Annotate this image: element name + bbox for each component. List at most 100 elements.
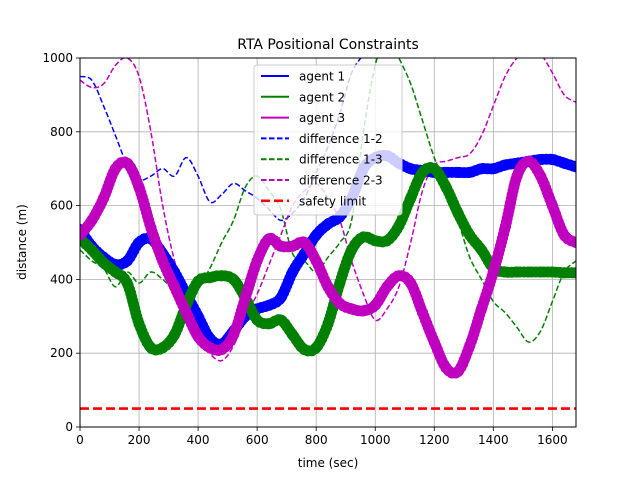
data-point-agent-3: [169, 281, 180, 293]
data-point-agent-1: [546, 154, 558, 165]
legend-label: difference 2-3: [299, 174, 383, 188]
data-point-agent-3: [440, 362, 452, 374]
y-tick-label: 1000: [42, 51, 73, 65]
data-point-agent-2: [405, 192, 417, 204]
data-point-agent-3: [275, 240, 287, 252]
data-point-agent-3: [499, 222, 511, 234]
data-point-agent-1: [287, 266, 299, 278]
data-point-agent-2: [121, 277, 133, 289]
data-point-agent-3: [180, 307, 192, 319]
data-point-agent-2: [263, 318, 275, 330]
data-point-agent-3: [535, 170, 547, 182]
data-point-agent-3: [109, 163, 121, 175]
data-point-agent-2: [157, 342, 169, 354]
data-point-agent-3: [452, 366, 464, 378]
data-point-agent-2: [298, 344, 310, 355]
data-point-agent-3: [487, 266, 499, 278]
data-point-agent-2: [334, 277, 346, 289]
axis-ticks: 0 200 400 600 800 1000 1200 1400 1600 0 200 400 600 8…: [42, 51, 567, 447]
y-tick-label: 400: [50, 272, 73, 286]
x-tick-label: 800: [305, 433, 328, 447]
data-point-agent-2: [523, 266, 535, 278]
data-point-agent-3: [228, 329, 239, 341]
data-point-agent-1: [476, 163, 487, 175]
x-tick-label: 400: [187, 433, 210, 447]
data-point-agent-2: [346, 244, 358, 256]
data-point-agent-1: [263, 299, 275, 311]
data-point-agent-3: [405, 277, 417, 289]
legend-label: agent 2: [299, 90, 345, 104]
series-line-difference-1-3: [80, 58, 576, 343]
x-tick-label: 200: [128, 433, 151, 447]
data-point-agent-1: [275, 292, 287, 304]
data-point-agent-2: [440, 181, 452, 193]
legend-box: [253, 64, 403, 216]
data-point-agent-3: [369, 299, 381, 311]
data-point-agent-3: [263, 233, 275, 245]
data-point-agent-2: [145, 342, 157, 354]
data-point-agent-2: [511, 266, 523, 278]
data-point-agent-1: [487, 163, 499, 175]
data-point-agent-1: [452, 166, 464, 178]
data-point-agent-1: [121, 255, 133, 267]
data-point-agent-3: [192, 331, 204, 343]
legend-label: safety limit: [299, 194, 367, 208]
data-point-agent-2: [499, 266, 511, 278]
y-tick-label: 200: [50, 346, 73, 360]
data-point-agent-3: [157, 255, 169, 267]
data-point-agent-2: [570, 267, 576, 279]
data-point-agent-3: [464, 340, 476, 352]
data-point-agent-1: [405, 163, 417, 175]
data-point-agent-2: [133, 318, 145, 330]
data-point-agent-2: [381, 235, 393, 247]
data-point-agent-3: [511, 170, 523, 182]
y-tick-label: 600: [50, 199, 73, 213]
data-point-agent-2: [310, 342, 322, 354]
data-point-agent-2: [357, 231, 369, 243]
data-point-agent-3: [204, 342, 216, 354]
data-point-agent-2: [287, 329, 299, 341]
plot-frame: [79, 57, 577, 428]
data-point-agent-2: [369, 235, 381, 247]
data-point-agent-3: [216, 344, 228, 355]
x-tick-label: 1400: [478, 433, 509, 447]
data-point-agent-3: [334, 297, 346, 309]
data-point-agent-2: [204, 272, 216, 284]
data-point-agent-2: [192, 275, 204, 287]
x-tick-label: 1000: [360, 433, 391, 447]
data-point-agent-3: [570, 237, 576, 248]
data-point-agent-3: [346, 303, 358, 315]
data-point-agent-3: [381, 281, 393, 293]
data-point-agent-2: [558, 267, 570, 279]
data-point-agent-3: [86, 214, 98, 226]
data-point-agent-1: [499, 159, 511, 171]
data-point-agent-1: [192, 310, 204, 322]
data-point-agent-1: [310, 229, 322, 241]
data-point-agent-1: [570, 161, 576, 173]
data-point-agent-2: [169, 329, 180, 341]
x-axis-label: time (sec): [298, 456, 359, 470]
data-point-agent-3: [523, 155, 535, 167]
data-point-agent-3: [357, 305, 369, 317]
data-point-agent-2: [452, 207, 464, 219]
data-point-agent-2: [98, 257, 110, 269]
data-point-agent-3: [98, 192, 110, 204]
x-tick-label: 0: [76, 433, 84, 447]
data-point-agent-3: [310, 255, 322, 267]
data-point-agent-2: [535, 266, 547, 278]
chart-title: RTA Positional Constraints: [237, 37, 419, 53]
data-point-agent-3: [417, 307, 428, 319]
data-point-agent-3: [287, 240, 299, 252]
data-point-agent-2: [251, 314, 263, 326]
legend-label: agent 1: [299, 70, 345, 84]
data-point-agent-2: [86, 244, 98, 256]
data-point-agent-2: [464, 229, 476, 241]
data-point-agent-2: [216, 270, 228, 282]
data-point-agent-3: [80, 229, 86, 241]
data-point-agent-2: [476, 244, 487, 256]
legend-label: agent 3: [299, 111, 345, 125]
data-point-agent-3: [322, 281, 334, 293]
data-point-agent-3: [476, 303, 487, 315]
data-point-agent-2: [275, 314, 287, 326]
x-tick-label: 600: [246, 433, 269, 447]
